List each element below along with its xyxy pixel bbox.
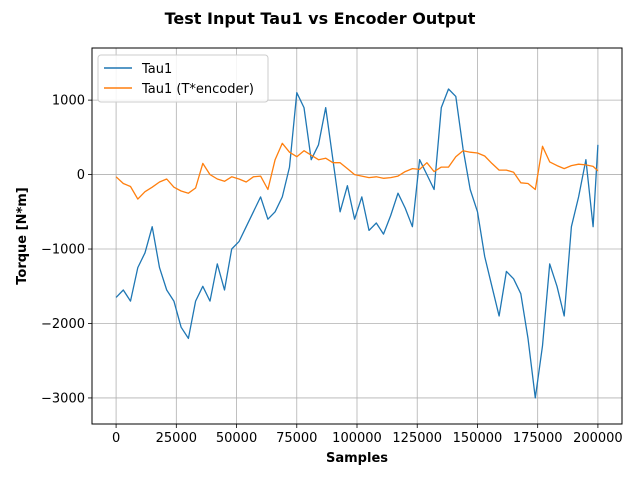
series-line-tau1-encoder bbox=[115, 142, 599, 200]
x-tick-label: 0 bbox=[112, 431, 120, 446]
series-line-tau1 bbox=[115, 88, 599, 399]
legend-label-tau1-encoder: Tau1 (T*encoder) bbox=[141, 82, 254, 97]
legend-box bbox=[97, 54, 269, 103]
x-tick-label: 150000 bbox=[453, 431, 503, 446]
x-tick-label: 125000 bbox=[392, 431, 442, 446]
chart-title: Test Input Tau1 vs Encoder Output bbox=[165, 9, 476, 28]
x-tick-label: 100000 bbox=[332, 431, 382, 446]
x-tick-label: 175000 bbox=[513, 431, 563, 446]
x-tick-label: 75000 bbox=[276, 431, 317, 446]
y-axis-label: Torque [N*m] bbox=[15, 187, 30, 285]
y-axis: −3000 −2000 −1000 0 1000 bbox=[41, 94, 92, 406]
y-tick-label: 1000 bbox=[52, 94, 85, 109]
series-group bbox=[115, 88, 599, 399]
x-tick-label: 25000 bbox=[156, 431, 197, 446]
x-axis-label: Samples bbox=[326, 451, 388, 466]
x-axis: 0 25000 50000 75000 100000 125000 150000 175000… bbox=[112, 424, 623, 446]
legend-label-tau1: Tau1 bbox=[141, 62, 172, 77]
x-tick-label: 200000 bbox=[573, 431, 623, 446]
y-tick-label: −1000 bbox=[41, 243, 85, 258]
y-tick-label: −3000 bbox=[41, 391, 85, 406]
legend: Tau1 Tau1 (T*encoder) bbox=[97, 54, 269, 103]
y-tick-label: −2000 bbox=[41, 317, 85, 332]
x-tick-label: 50000 bbox=[216, 431, 257, 446]
y-tick-label: 0 bbox=[77, 168, 85, 183]
